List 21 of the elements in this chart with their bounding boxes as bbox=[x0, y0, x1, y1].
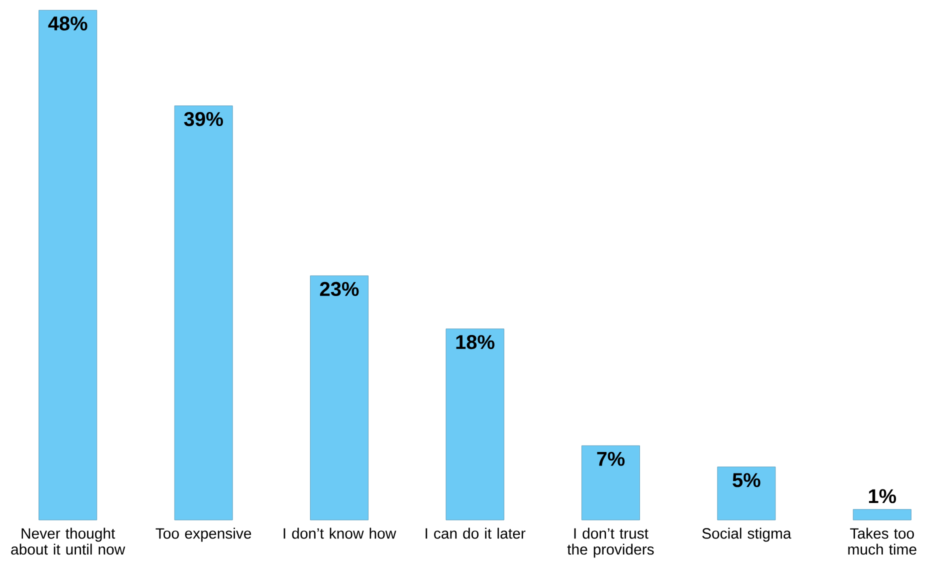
x-tick-label: I don’t trust the providers bbox=[567, 528, 654, 558]
x-tick-label: I can do it later bbox=[426, 528, 526, 539]
data-label: 48% bbox=[48, 16, 88, 30]
x-tick-label: Takes too much time bbox=[848, 528, 916, 555]
data-label: 7% bbox=[597, 452, 625, 466]
x-tick-label: Too expensive bbox=[156, 528, 252, 542]
bar bbox=[310, 276, 368, 520]
bar bbox=[446, 328, 504, 520]
bar bbox=[174, 106, 233, 520]
bar bbox=[582, 445, 640, 520]
x-tick-label: Never thought about it until now bbox=[11, 528, 126, 555]
bar bbox=[717, 466, 776, 520]
bar bbox=[852, 509, 912, 520]
bar bbox=[38, 10, 98, 520]
data-label: 5% bbox=[732, 473, 760, 488]
data-label: 39% bbox=[184, 112, 223, 126]
data-label: 1% bbox=[869, 489, 896, 504]
data-label: 23% bbox=[320, 282, 359, 296]
data-label: 18% bbox=[456, 335, 494, 350]
x-tick-label: I don’t know how bbox=[284, 528, 396, 539]
x-tick-label: Social stigma bbox=[702, 528, 792, 542]
